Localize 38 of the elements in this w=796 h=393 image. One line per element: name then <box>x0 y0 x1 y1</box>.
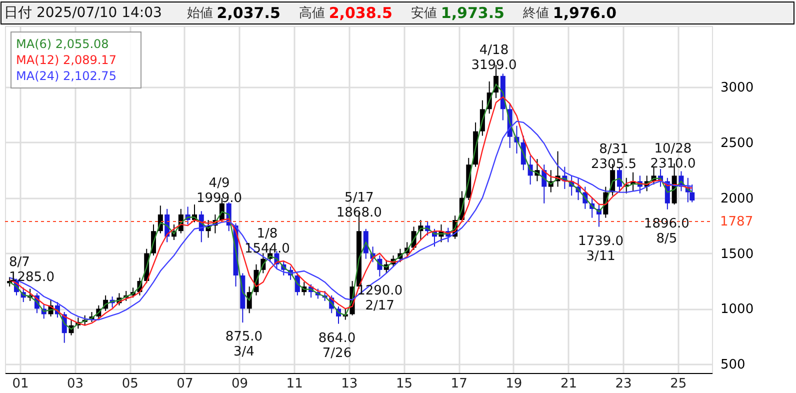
annotation: 4/9 1999.0 <box>196 176 242 206</box>
annotation: 875.0 3/4 <box>225 330 263 360</box>
y-tick-label: 2500 <box>720 136 754 151</box>
text: 安値 1,973.5 <box>410 4 504 22</box>
x-tick-label: 25 <box>670 376 687 392</box>
y-tick-label: 2000 <box>720 191 754 206</box>
x-tick-label: 21 <box>560 376 577 392</box>
text: MA(6) 2,055.08 <box>16 37 109 51</box>
text: 高値 2,038.5 <box>298 4 392 22</box>
y-tick-label: 1000 <box>720 302 754 318</box>
y-tick-label: 1500 <box>720 246 754 262</box>
x-tick-label: 07 <box>176 376 194 392</box>
text: 始値 2,037.5 <box>186 4 280 22</box>
y-tick-label: 3000 <box>720 80 754 96</box>
x-tick-label: 03 <box>67 376 84 392</box>
annotation: 5/17 1868.0 <box>336 190 382 220</box>
x-tick-label: 05 <box>122 376 138 392</box>
x-tick-label: 23 <box>615 376 632 392</box>
annotation: 8/31 2305.5 <box>591 142 637 172</box>
ref-line-label: 1787 <box>720 214 754 230</box>
x-tick-label: 19 <box>506 376 522 392</box>
annotation: 4/18 3199.0 <box>471 42 517 73</box>
text: MA(12) 2,089.17 <box>16 53 116 67</box>
x-tick-label: 15 <box>396 376 412 392</box>
x-tick-label: 13 <box>341 376 358 392</box>
annotation: 1739.0 3/11 <box>578 234 624 264</box>
annotation: 1896.0 8/5 <box>644 216 690 246</box>
annotation: 10/28 2310.0 <box>650 141 696 172</box>
text: MA(24) 2,102.75 <box>16 69 116 83</box>
x-tick-label: 01 <box>12 376 29 392</box>
x-tick-label: 17 <box>450 376 468 392</box>
x-tick-label: 11 <box>286 376 303 392</box>
annotation: 864.0 7/26 <box>318 330 356 361</box>
y-tick-label: 500 <box>720 358 746 373</box>
x-tick-label: 09 <box>232 376 248 392</box>
chart-title: 日付 2025/07/10 14:03 <box>4 5 162 21</box>
text: 終値 1,976.0 <box>522 4 617 22</box>
annotation: 8/7 1285.0 <box>8 255 54 286</box>
